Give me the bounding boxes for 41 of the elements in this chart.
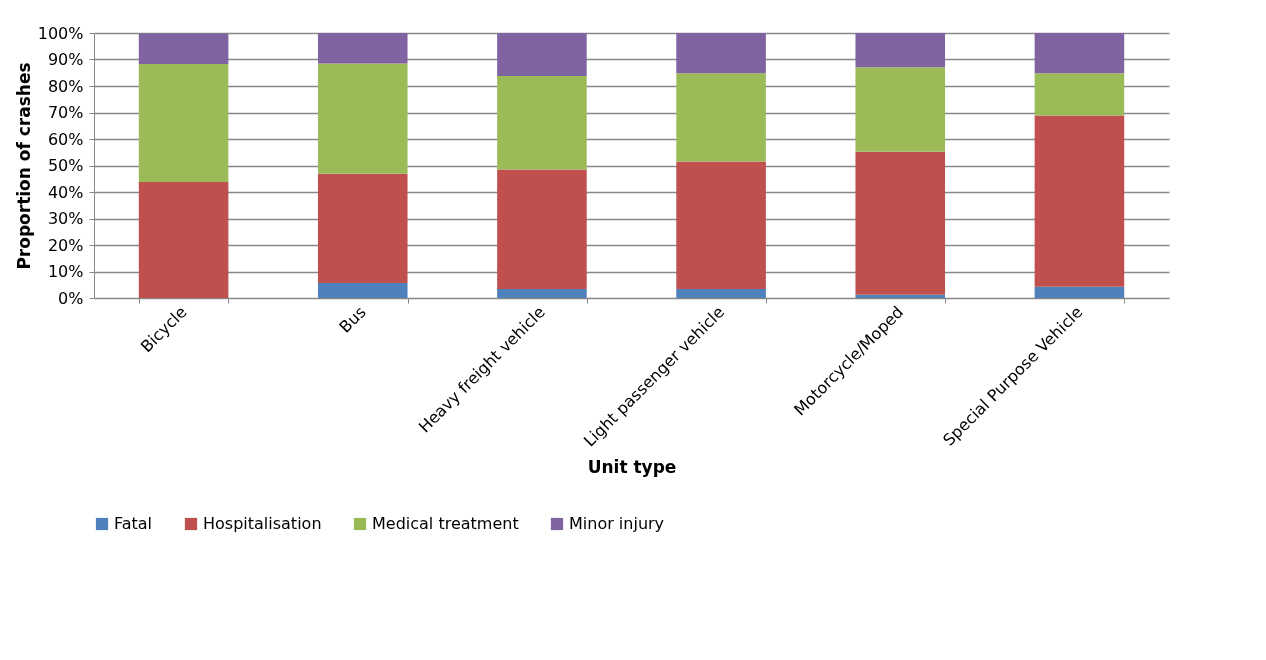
legend-label: Fatal (114, 514, 153, 533)
y-axis-title: Proportion of crashes (13, 62, 34, 270)
y-tick-label: 20% (47, 235, 84, 255)
y-tick-label: 80% (47, 76, 84, 96)
y-tick-label: 100% (37, 23, 84, 43)
bar (1034, 115, 1125, 287)
y-tick-label: 0% (58, 288, 84, 308)
bar (317, 63, 408, 174)
bar (138, 181, 229, 298)
legend-label: Minor injury (569, 514, 665, 533)
bar (855, 151, 946, 295)
bar (497, 288, 587, 298)
bar (317, 282, 408, 298)
bar (676, 288, 766, 298)
y-tick-label: 60% (47, 129, 84, 149)
y-tick-label: 30% (47, 209, 84, 228)
bar (676, 73, 766, 162)
bar (138, 33, 229, 65)
y-tick-label: 50% (47, 156, 84, 175)
bar (497, 169, 587, 289)
x-tick-label: Bus (335, 302, 370, 337)
legend-label: Hospitalisation (203, 514, 322, 533)
bar (317, 33, 408, 64)
legend-label: Medical treatment (372, 514, 519, 533)
bar (317, 173, 408, 283)
bar (138, 64, 229, 182)
y-tick-label: 10% (47, 262, 84, 281)
bar (497, 33, 587, 76)
y-tick-label: 70% (47, 103, 84, 122)
bar (1034, 286, 1125, 298)
bar (676, 33, 766, 74)
x-axis-title: Unit type (587, 456, 677, 477)
bar (676, 161, 766, 289)
bar (1034, 73, 1125, 116)
y-tick-label: 90% (47, 50, 84, 69)
y-tick-label: 40% (47, 182, 84, 202)
bar (855, 294, 946, 298)
bar (1034, 33, 1125, 74)
bar (855, 33, 946, 68)
bar (855, 67, 946, 152)
bar (497, 75, 587, 170)
